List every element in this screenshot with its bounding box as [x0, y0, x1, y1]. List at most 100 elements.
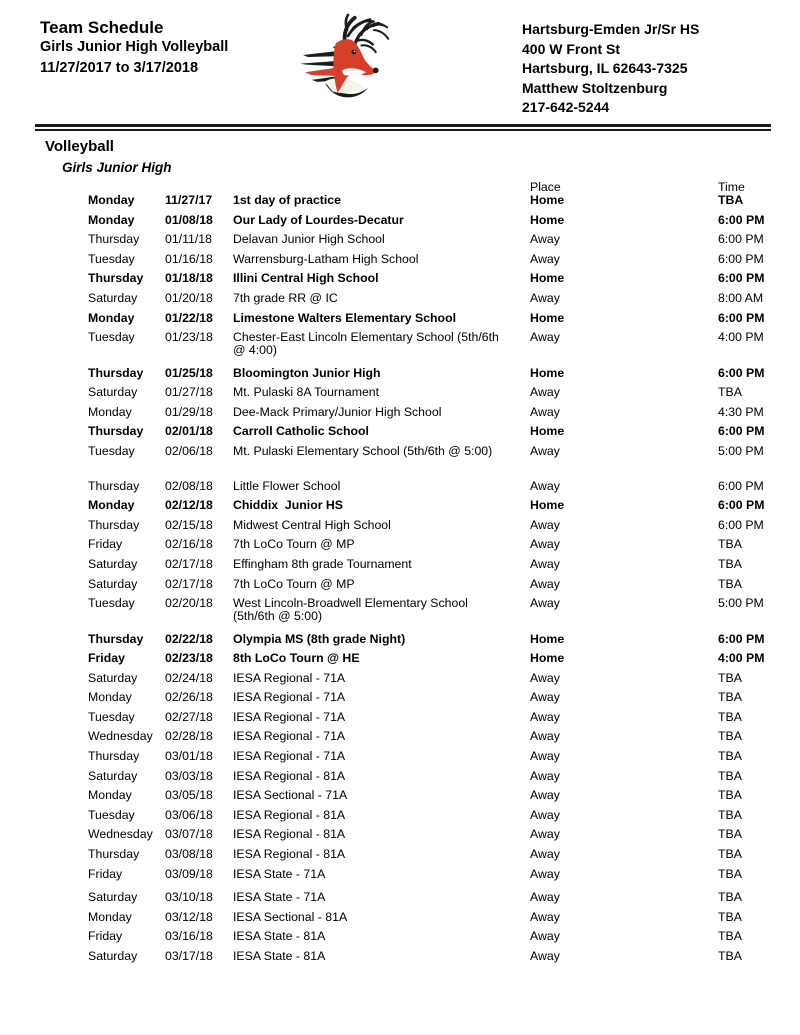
cell-place: Away	[530, 404, 560, 419]
eye	[351, 49, 357, 55]
cell-time: 6:00 PM	[718, 478, 764, 493]
cell-place: Away	[530, 847, 560, 862]
team-subheading: Girls Junior High	[62, 160, 172, 175]
cell-date: 01/08/18	[165, 212, 213, 227]
cheek-streak	[342, 68, 367, 76]
cell-day: Saturday	[88, 290, 138, 305]
cell-date: 01/27/18	[165, 385, 213, 400]
cell-event: Mt. Pulaski Elementary School (5th/6th @…	[233, 443, 493, 458]
cell-event: IESA Regional - 71A	[233, 690, 346, 705]
schedule-row: Monday 11/27/17 1st day of practice Home TBA	[88, 193, 800, 207]
cell-time: 6:00 PM	[718, 271, 765, 286]
cell-event: West Lincoln-Broadwell Elementary School…	[233, 596, 468, 624]
cell-date: 02/01/18	[165, 424, 213, 439]
cell-event: IESA Regional - 71A	[233, 670, 346, 685]
cell-date: 01/29/18	[165, 404, 213, 419]
contact-name: Matthew Stoltzenburg	[522, 79, 668, 96]
schedule-row: Friday 02/23/18 8th LoCo Tourn @ HE Home 4:0…	[88, 651, 800, 666]
cell-time: TBA	[718, 709, 742, 724]
cell-event: IESA Regional - 71A	[233, 749, 346, 764]
cell-place: Home	[530, 631, 565, 646]
cell-day: Monday	[88, 498, 135, 513]
schedule-row: Monday 02/12/18 Chiddix Junior HS Home 6:00 …	[88, 498, 800, 513]
team-name: Girls Junior High Volleyball	[40, 39, 229, 55]
schedule-row: Tuesday 02/06/18 Mt. Pulaski Elementary Sc…	[88, 443, 800, 458]
schedule-row: Saturday 03/10/18 IESA State - 71A Away TBA	[88, 891, 800, 904]
column-header-time: Time	[718, 180, 745, 194]
cell-day: Tuesday	[88, 596, 135, 611]
cell-place: Away	[530, 251, 560, 266]
cell-time: 6:00 PM	[718, 365, 765, 380]
cell-day: Monday	[88, 404, 132, 419]
cell-day: Thursday	[88, 749, 140, 764]
cell-place: Home	[530, 498, 565, 513]
cell-place: Away	[530, 749, 560, 764]
cell-day: Thursday	[88, 365, 144, 380]
cell-time: 6:00 PM	[718, 498, 765, 513]
cell-place: Away	[530, 232, 560, 247]
cell-place: Away	[530, 478, 560, 493]
schedule-row: Thursday 02/01/18 Carroll Catholic School H…	[88, 425, 800, 438]
cell-day: Saturday	[88, 556, 138, 571]
cell-date: 02/08/18	[165, 478, 213, 493]
cell-event: Warrensburg-Latham High School	[233, 251, 419, 266]
cell-date: 02/12/18	[165, 498, 213, 513]
cell-date: 02/17/18	[165, 556, 213, 571]
cell-day: Thursday	[88, 424, 144, 439]
cell-time: TBA	[718, 537, 742, 552]
cell-date: 01/11/18	[165, 232, 212, 247]
cell-place: Away	[530, 443, 560, 458]
schedule-row: Saturday 02/17/18 7th LoCo Tourn @ MP Away T…	[88, 577, 800, 591]
cell-day: Friday	[88, 651, 125, 666]
cell-day: Saturday	[88, 949, 138, 963]
cell-place: Away	[530, 949, 560, 963]
cell-place: Home	[530, 193, 565, 207]
schedule-row: Saturday 03/17/18 IESA State - 81A Away TBA	[88, 949, 800, 963]
chest-shadow	[325, 82, 369, 98]
eye-glint	[353, 50, 356, 53]
cell-time: TBA	[718, 827, 742, 842]
cell-time: 6:00 PM	[718, 424, 765, 439]
cell-day: Monday	[88, 909, 132, 924]
schedule-row: Monday 01/22/18 Limestone Walters Elementa…	[88, 310, 800, 325]
cell-date: 03/03/18	[165, 768, 213, 783]
schedule-table: Monday 11/27/17 1st day of practice Home TBA…	[0, 193, 800, 970]
cell-date: 01/23/18	[165, 330, 213, 345]
cell-time: TBA	[718, 768, 742, 783]
cell-date: 03/01/18	[165, 749, 213, 764]
cell-place: Away	[530, 330, 560, 345]
cell-event: Delavan Junior High School	[233, 232, 385, 247]
sport-heading: Volleyball	[45, 138, 114, 155]
cell-date: 02/06/18	[165, 443, 213, 458]
cell-event: Dee-Mack Primary/Junior High School	[233, 404, 442, 419]
cell-time: 6:00 PM	[718, 517, 764, 532]
schedule-row: Saturday 01/20/18 7th grade RR @ IC Away 8:0…	[88, 290, 800, 305]
cell-date: 03/05/18	[165, 788, 213, 803]
cell-event: IESA Regional - 81A	[233, 827, 346, 842]
cell-day: Thursday	[88, 271, 144, 286]
school-city-state-zip: Hartsburg, IL 62643-7325	[522, 60, 688, 76]
cell-date: 02/16/18	[165, 537, 213, 552]
cell-time: 6:00 PM	[718, 251, 764, 266]
cell-date: 02/15/18	[165, 517, 213, 532]
cell-place: Away	[530, 596, 560, 611]
cell-time: TBA	[718, 929, 742, 944]
cell-date: 02/28/18	[165, 729, 213, 744]
cell-time: 4:00 PM	[718, 330, 764, 345]
cell-date: 03/09/18	[165, 866, 213, 881]
team-header-block: Team Schedule Girls Junior High Volleyba…	[40, 18, 228, 78]
cell-event: Midwest Central High School	[233, 517, 391, 532]
stag-mascot-logo	[298, 12, 398, 100]
cell-day: Friday	[88, 866, 123, 881]
cell-event: IESA Regional - 81A	[233, 807, 346, 822]
cell-time: TBA	[718, 385, 742, 400]
cell-event: IESA Sectional - 71A	[233, 788, 348, 803]
cell-day: Monday	[88, 788, 132, 803]
cell-day: Monday	[88, 690, 132, 705]
cell-date: 02/24/18	[165, 670, 213, 685]
cell-time: TBA	[718, 807, 742, 822]
cell-time: 5:00 PM	[718, 443, 764, 458]
cell-place: Away	[530, 909, 560, 924]
schedule-row: Thursday 02/08/18 Little Flower School Away…	[88, 478, 800, 493]
cell-place: Home	[530, 310, 565, 325]
